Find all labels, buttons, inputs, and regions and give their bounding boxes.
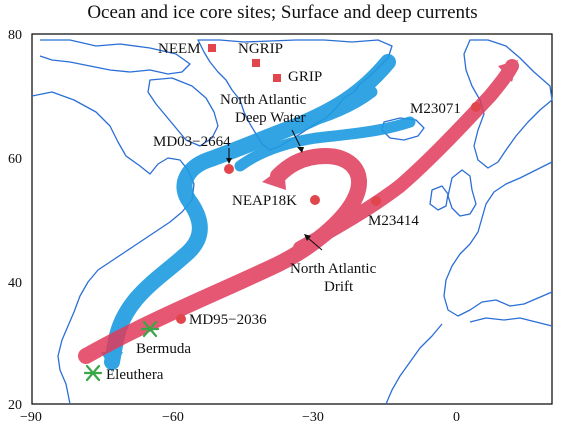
north-america-coast (31, 91, 195, 405)
coastlines (31, 39, 553, 405)
deep-water-pointer (291, 129, 301, 147)
surface-current-northeast (293, 59, 519, 255)
y-tick-label: 80 (8, 28, 22, 43)
label-md95-2036: MD95−2036 (189, 312, 267, 328)
ngrip-marker (252, 59, 260, 67)
scandinavia-coast (463, 39, 553, 169)
label-neem: NEEM (158, 41, 201, 57)
x-tick-label: −90 (20, 410, 42, 425)
x-tick-label: 0 (453, 410, 460, 425)
surface-current-arrowhead-west (262, 166, 286, 190)
ice-core-sites (208, 44, 281, 82)
label-md03-2664: MD03−2664 (153, 134, 231, 150)
m23071-marker (471, 102, 481, 112)
north-africa-coast (469, 317, 553, 327)
label-deep-water-2: Deep Water (235, 110, 306, 126)
label-neap18k: NEAP18K (232, 193, 297, 209)
map-frame (31, 33, 553, 405)
drift-pointer-head (304, 234, 311, 241)
surface-current-arrowhead-northeast (498, 60, 518, 82)
arctic-islands-coast (39, 39, 191, 75)
bermuda-star-icon (140, 320, 160, 338)
deep-water-current (101, 54, 416, 372)
island-markers (83, 320, 160, 382)
deep-current-branch-upper (294, 86, 378, 130)
britain-coast (447, 169, 477, 217)
x-tick-label: −60 (162, 410, 184, 425)
ocean-core-sites (176, 102, 481, 324)
europe-coast (443, 161, 553, 317)
drift-pointer (307, 237, 323, 251)
label-grip: GRIP (288, 69, 322, 85)
label-ngrip: NGRIP (238, 41, 283, 57)
africa-coast (385, 323, 443, 405)
label-deep-water-1: North Atlantic (220, 92, 307, 108)
md03-2664-marker (224, 164, 234, 174)
y-tick-label: 40 (8, 276, 22, 291)
neap18k-marker (310, 195, 320, 205)
ireland-coast (429, 185, 449, 211)
label-eleuthera: Eleuthera (106, 367, 164, 383)
deep-current-arrowhead (101, 352, 123, 372)
deep-current-branch-lower (234, 116, 416, 172)
deep-water-pointer-head (297, 147, 304, 153)
x-tick-label: −30 (302, 410, 324, 425)
grip-marker (273, 74, 281, 82)
label-drift-2: Drift (324, 279, 354, 295)
label-m23071: M23071 (410, 101, 461, 117)
md95-2036-marker (176, 314, 186, 324)
label-m23414: M23414 (368, 213, 419, 229)
label-bermuda: Bermuda (136, 341, 191, 357)
x-axis-ticks: −90 −60 −30 0 (20, 410, 460, 425)
neem-marker (208, 44, 216, 52)
eleuthera-star-icon (83, 364, 103, 382)
y-tick-label: 20 (8, 398, 22, 413)
m23414-marker (371, 196, 381, 206)
y-tick-label: 60 (8, 152, 22, 167)
label-drift-1: North Atlantic (290, 261, 377, 277)
y-axis-ticks: 80 60 40 20 (8, 28, 22, 413)
baffin-coast (147, 77, 219, 147)
md03-pointer-head (226, 158, 232, 164)
surface-current (78, 59, 519, 364)
map-title: Ocean and ice core sites; Surface and de… (87, 2, 478, 23)
label-pointers (226, 129, 323, 251)
